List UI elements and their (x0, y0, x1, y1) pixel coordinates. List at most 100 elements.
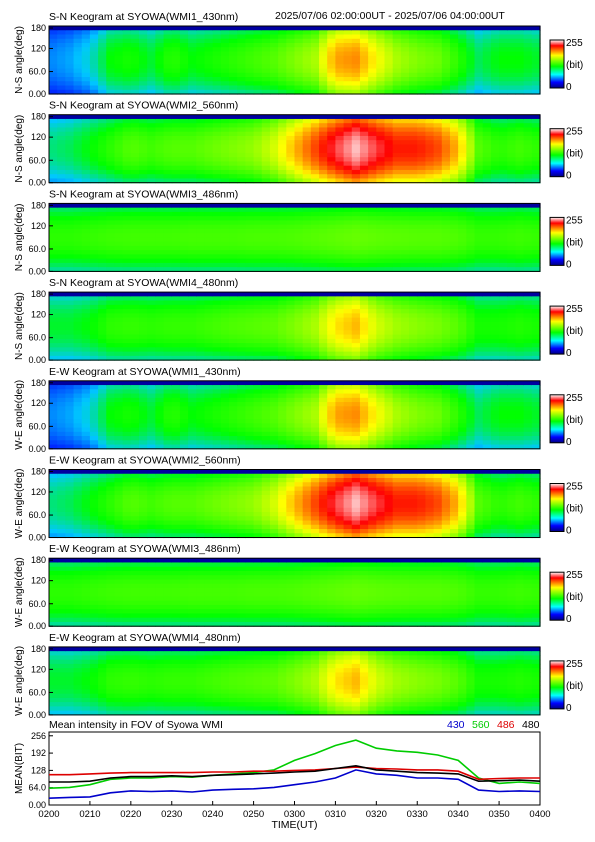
heatmap-cell (335, 26, 345, 31)
heatmap-cell (351, 30, 361, 36)
keogram-panel: S-N Keogram at SYOWA(WMI2_560nm)18012060… (14, 100, 583, 188)
heatmap-cell (81, 436, 91, 441)
heatmap-cell (417, 326, 427, 331)
heatmap-cell (474, 157, 484, 163)
heatmap-cell (515, 326, 525, 331)
heatmap-cell (212, 389, 222, 395)
heatmap-cell (89, 516, 99, 522)
heatmap-cell (155, 330, 165, 336)
heatmap-cell (155, 262, 165, 268)
heatmap-cell (294, 144, 304, 150)
heatmap-cell (98, 51, 107, 57)
heatmap-cell (458, 43, 467, 48)
heatmap-cell (400, 258, 410, 264)
heatmap-cell (400, 334, 410, 340)
heatmap-cell (139, 241, 148, 247)
heatmap-cell (212, 406, 222, 412)
heatmap-cell (147, 140, 156, 146)
heatmap-cell (49, 427, 58, 433)
heatmap-cell (57, 292, 66, 297)
heatmap-cell (310, 203, 320, 209)
heatmap-cell (237, 380, 246, 386)
heatmap-cell (335, 419, 345, 424)
heatmap-cell (155, 410, 165, 416)
heatmap-cell (433, 326, 443, 331)
heatmap-cell (212, 26, 222, 31)
heatmap-cell (81, 499, 91, 505)
heatmap-cell (359, 258, 369, 264)
heatmap-cell (343, 431, 353, 437)
heatmap-cell (368, 258, 377, 264)
heatmap-cell (114, 262, 124, 268)
heatmap-cell (49, 169, 58, 175)
heatmap-cell (147, 427, 156, 433)
heatmap-cell (245, 423, 255, 429)
heatmap-cell (384, 220, 394, 226)
heatmap-cell (73, 495, 83, 500)
heatmap-cell (98, 330, 107, 336)
heatmap-cell (458, 440, 467, 446)
heatmap-cell (122, 262, 132, 268)
heatmap-cell (98, 304, 107, 310)
heatmap-cell (507, 414, 517, 420)
heatmap-cell (65, 533, 75, 539)
heatmap-cell (114, 351, 124, 357)
keogram-panel: S-N Keogram at SYOWA(WMI4_480nm)18012060… (14, 277, 583, 365)
heatmap-cell (400, 406, 410, 412)
heatmap-cell (458, 338, 467, 344)
heatmap-cell (122, 334, 132, 340)
heatmap-cell (269, 148, 279, 154)
heatmap-cell (73, 304, 83, 310)
heatmap-cell (49, 296, 58, 302)
heatmap-cell (229, 224, 238, 230)
heatmap-cell (400, 174, 410, 180)
heatmap-cell (278, 64, 287, 70)
keogram-panels: S-N Keogram at SYOWA(WMI1_430nm)18012060… (14, 11, 583, 720)
heatmap-cell (245, 47, 255, 53)
heatmap-cell (368, 347, 377, 353)
heatmap-cell (81, 267, 91, 272)
heatmap-cell (523, 30, 533, 36)
heatmap-cell (212, 174, 222, 180)
heatmap-cell (302, 127, 312, 133)
heatmap-cell (294, 211, 304, 217)
heatmap-cell (449, 410, 459, 416)
heatmap-cell (482, 207, 492, 213)
heatmap-cell (368, 30, 377, 36)
heatmap-cell (417, 123, 427, 129)
heatmap-cell (310, 317, 320, 323)
heatmap-cell (310, 393, 320, 399)
heatmap-cell (335, 64, 345, 70)
heatmap-cell (81, 262, 91, 268)
heatmap-cell (433, 410, 443, 416)
heatmap-cell (335, 140, 345, 146)
heatmap-cell (392, 338, 402, 344)
heatmap-cell (499, 393, 508, 399)
heatmap-cell (278, 397, 287, 403)
heatmap-cell (81, 250, 91, 255)
heatmap-cell (73, 207, 83, 213)
heatmap-cell (490, 38, 500, 44)
heatmap-cell (114, 304, 124, 310)
heatmap-cell (57, 343, 66, 348)
heatmap-cell (425, 431, 435, 437)
heatmap-cell (474, 43, 484, 48)
heatmap-cell (482, 148, 492, 154)
heatmap-cell (343, 38, 353, 44)
heatmap-cell (458, 326, 467, 331)
heatmap-cell (106, 321, 116, 327)
heatmap-cell (81, 135, 91, 141)
heatmap-cell (73, 127, 83, 133)
heatmap-cell (261, 419, 271, 424)
heatmap-cell (237, 237, 246, 243)
heatmap-cell (531, 262, 541, 268)
heatmap-cell (163, 216, 173, 221)
heatmap-cell (179, 402, 189, 407)
heatmap-cell (278, 165, 287, 171)
heatmap-cell (147, 224, 156, 230)
heatmap-cell (392, 47, 402, 53)
heatmap-cell (474, 161, 484, 167)
heatmap-cell (163, 410, 173, 416)
heatmap-cell (343, 148, 353, 154)
heatmap-cell (98, 68, 107, 74)
